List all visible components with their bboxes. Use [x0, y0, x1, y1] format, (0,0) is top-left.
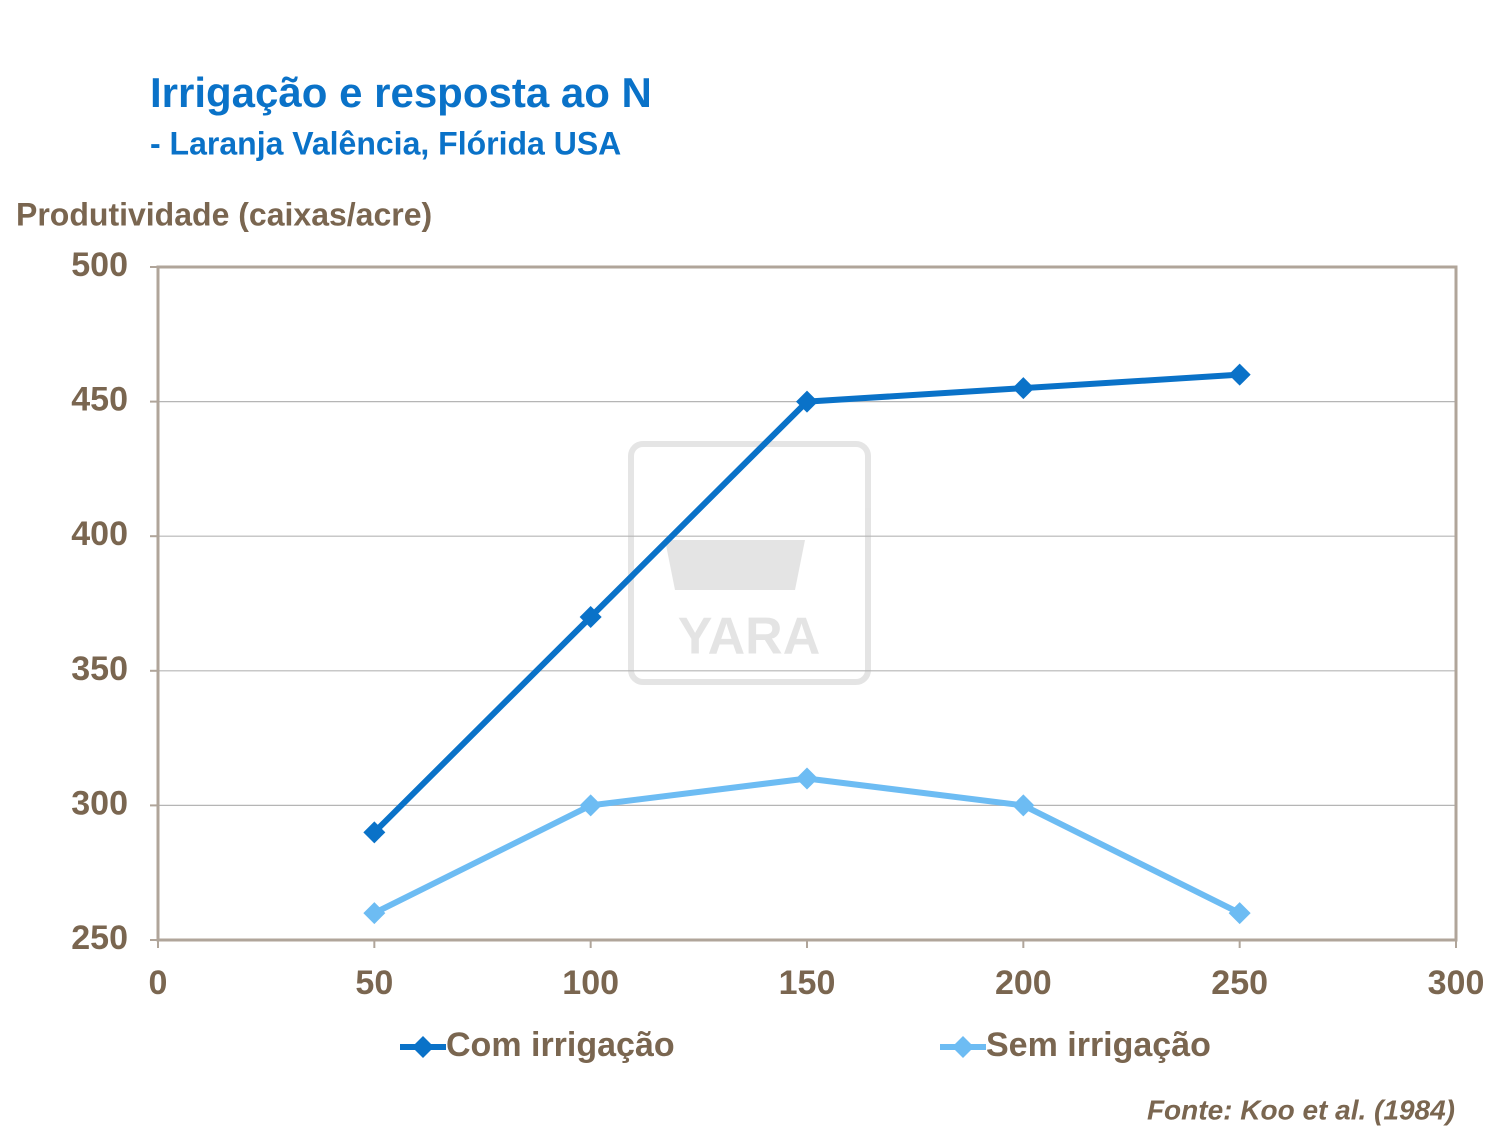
data-point	[579, 794, 602, 817]
legend-label: Com irrigação	[446, 1026, 675, 1064]
x-tick-label: 200	[995, 964, 1052, 1002]
plot-frame	[156, 265, 1458, 942]
x-tick-label: 250	[1211, 964, 1268, 1002]
y-tick-label: 350	[71, 650, 128, 688]
data-point	[1228, 363, 1251, 386]
y-tick-label: 300	[71, 784, 128, 822]
y-tick-label: 400	[71, 515, 128, 553]
y-axis-label: Produtividade (caixas/acre)	[16, 196, 432, 232]
data-point	[1012, 377, 1035, 400]
x-tick-label: 50	[355, 964, 393, 1002]
data-point	[363, 821, 386, 844]
x-tick-label: 300	[1428, 964, 1485, 1002]
chart-title: Irrigação e resposta ao N	[150, 69, 652, 116]
legend-label: Sem irrigação	[986, 1026, 1211, 1064]
legend-marker	[952, 1036, 974, 1058]
data-point	[363, 902, 386, 925]
y-tick-label: 500	[71, 246, 128, 284]
watermark: YARA	[628, 441, 871, 685]
data-point	[579, 605, 602, 628]
data-point	[1012, 794, 1035, 817]
watermark-frame	[628, 441, 871, 685]
chart-subtitle: - Laranja Valência, Flórida USA	[150, 125, 621, 161]
watermark-ship	[665, 540, 805, 590]
series-line	[372, 775, 1242, 916]
data-point	[796, 767, 818, 790]
legend-marker	[412, 1036, 434, 1058]
y-tick-label: 250	[71, 919, 128, 957]
x-tick-label: 100	[562, 964, 619, 1002]
watermark-text: YARA	[678, 608, 821, 666]
y-tick-label: 450	[71, 381, 128, 419]
data-point	[1228, 902, 1251, 925]
data-point	[796, 390, 818, 413]
x-tick-label: 0	[149, 964, 168, 1002]
x-tick-label: 150	[779, 964, 836, 1002]
source-note: Fonte: Koo et al. (1984)	[1147, 1094, 1455, 1125]
